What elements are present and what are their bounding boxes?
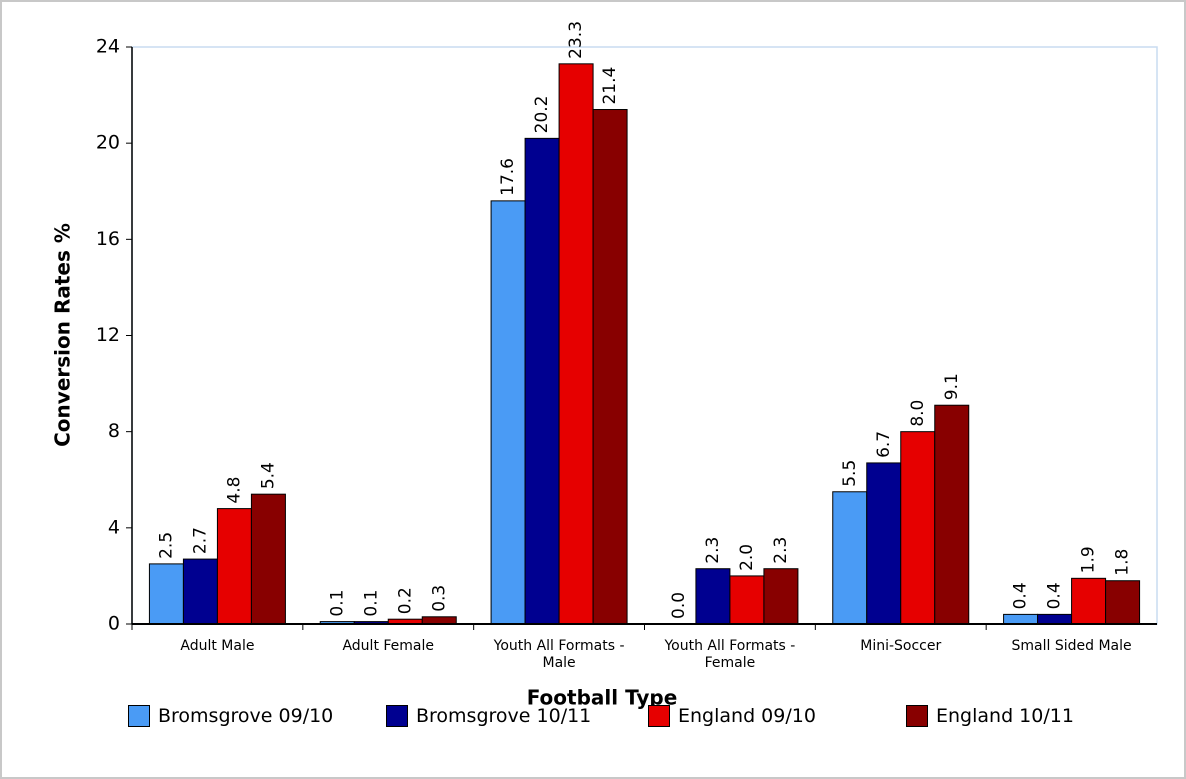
value-label: 0.4 xyxy=(1011,582,1031,609)
value-label: 2.3 xyxy=(703,537,723,564)
bar xyxy=(695,568,731,625)
bar xyxy=(1105,580,1141,625)
legend-swatch xyxy=(906,705,928,727)
value-label: 2.0 xyxy=(737,544,757,571)
y-tick-label: 12 xyxy=(96,324,120,346)
legend-label: England 10/11 xyxy=(936,705,1074,727)
legend-swatch xyxy=(128,705,150,727)
bar xyxy=(832,491,868,625)
y-tick-label: 4 xyxy=(108,516,120,538)
y-axis-title: Conversion Rates % xyxy=(51,223,75,447)
x-tick-label: Small Sided Male xyxy=(1011,638,1132,654)
value-label: 0.3 xyxy=(429,585,449,612)
value-label: 5.5 xyxy=(840,460,860,487)
legend-swatch xyxy=(648,705,670,727)
bar xyxy=(421,616,457,625)
bar xyxy=(934,404,970,625)
bar xyxy=(1071,577,1107,625)
value-label: 5.4 xyxy=(258,462,278,489)
x-tick-label: Adult Male xyxy=(180,638,255,654)
x-tick-label: Youth All Formats - Female xyxy=(664,638,796,671)
bar xyxy=(182,558,218,625)
legend-label: Bromsgrove 09/10 xyxy=(158,705,334,727)
bar xyxy=(592,109,628,625)
bar xyxy=(490,200,526,625)
value-label: 1.9 xyxy=(1079,546,1099,573)
value-label: 0.2 xyxy=(395,587,415,614)
bar xyxy=(900,431,936,625)
bar xyxy=(524,137,560,625)
bar xyxy=(250,493,286,625)
value-label: 0.1 xyxy=(361,590,381,617)
value-label: 0.1 xyxy=(327,590,347,617)
bar xyxy=(866,462,902,625)
value-label: 8.0 xyxy=(908,400,928,427)
bar xyxy=(148,563,184,625)
y-tick-label: 8 xyxy=(108,420,120,442)
y-tick-label: 16 xyxy=(96,228,120,250)
value-label: 2.3 xyxy=(771,537,791,564)
legend-item: Bromsgrove 09/10 xyxy=(128,705,333,727)
bar xyxy=(216,508,252,625)
value-label: 4.8 xyxy=(224,477,244,504)
legend-label: Bromsgrove 10/11 xyxy=(416,705,592,727)
legend-item: Bromsgrove 10/11 xyxy=(386,705,591,727)
bar xyxy=(558,63,594,625)
value-label: 1.8 xyxy=(1113,549,1133,576)
value-label: 23.3 xyxy=(566,21,586,59)
x-tick-label: Mini-Soccer xyxy=(860,638,942,654)
bar xyxy=(1037,613,1073,625)
value-label: 0.4 xyxy=(1045,582,1065,609)
y-tick-label: 24 xyxy=(96,36,120,58)
legend-item: England 09/10 xyxy=(648,705,816,727)
x-tick-label: Youth All Formats - Male xyxy=(493,638,625,671)
value-label: 20.2 xyxy=(532,95,552,133)
value-label: 21.4 xyxy=(600,67,620,105)
bar xyxy=(729,575,765,625)
legend-label: England 09/10 xyxy=(678,705,816,727)
legend-swatch xyxy=(386,705,408,727)
bar xyxy=(1003,613,1039,625)
value-label: 9.1 xyxy=(942,373,962,400)
value-label: 2.5 xyxy=(156,532,176,559)
legend-item: England 10/11 xyxy=(906,705,1074,727)
value-label: 6.7 xyxy=(874,431,894,458)
y-tick-label: 0 xyxy=(108,613,120,635)
bar xyxy=(763,568,799,625)
value-label: 17.6 xyxy=(498,158,518,196)
value-label: 2.7 xyxy=(190,527,210,554)
value-label: 0.0 xyxy=(669,592,689,619)
x-tick-label: Adult Female xyxy=(342,638,435,654)
y-tick-label: 20 xyxy=(96,132,120,154)
